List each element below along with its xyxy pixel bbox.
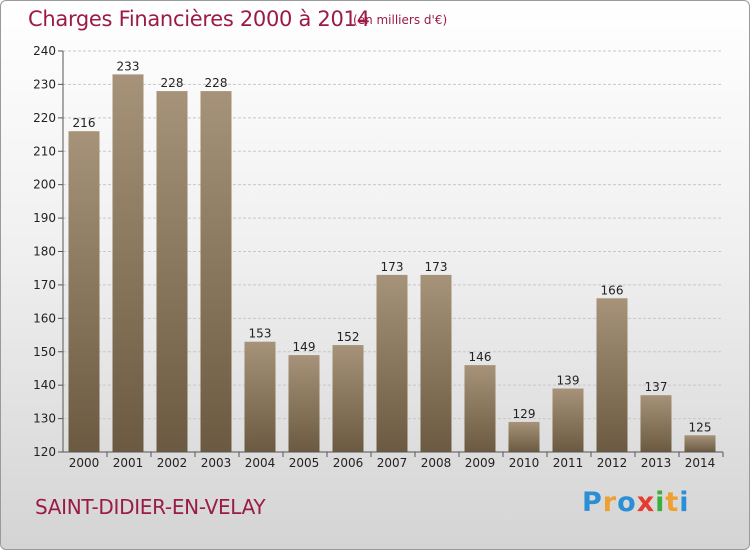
proxiti-logo: Proxiti: [582, 487, 690, 518]
logo-letter: i: [655, 487, 666, 518]
data-label: 139: [557, 374, 580, 388]
bar: [112, 74, 144, 453]
x-tick-label: 2012: [597, 456, 628, 470]
y-tick-label: 130: [33, 412, 56, 426]
x-tick-label: 2006: [333, 456, 364, 470]
bar: [156, 91, 188, 452]
bar: [508, 421, 540, 452]
bar: [376, 274, 408, 452]
chart-title: Charges Financières 2000 à 2014: [28, 7, 370, 31]
x-tick-label: 2005: [289, 456, 320, 470]
y-tick-label: 210: [33, 144, 56, 158]
y-tick-label: 180: [33, 245, 56, 259]
x-tick-label: 2009: [465, 456, 496, 470]
bar: [332, 345, 364, 452]
data-label: 125: [689, 420, 712, 434]
bar: [552, 388, 584, 452]
data-label: 166: [601, 283, 624, 297]
data-label: 228: [161, 76, 184, 90]
logo-letter: P: [582, 487, 603, 518]
y-tick-label: 230: [33, 77, 56, 91]
bar: [244, 341, 276, 452]
y-tick-label: 120: [33, 445, 56, 459]
x-tick-label: 2010: [509, 456, 540, 470]
bars: [68, 74, 716, 453]
city-name: SAINT-DIDIER-EN-VELAY: [35, 495, 266, 519]
y-tick-label: 240: [33, 44, 56, 58]
x-tick-label: 2002: [157, 456, 188, 470]
x-tick-label: 2007: [377, 456, 408, 470]
bar: [684, 435, 716, 452]
bar: [640, 395, 672, 452]
bar: [464, 365, 496, 452]
data-label: 146: [469, 350, 492, 364]
x-tick-labels: 2000 2001 2002 2003 2004 2005 2006 2007 2008 2009…: [69, 456, 716, 470]
x-tick-label: 2011: [553, 456, 584, 470]
data-label: 216: [73, 116, 96, 130]
logo-letter: t: [665, 487, 680, 518]
data-label: 153: [249, 327, 272, 341]
data-label: 233: [117, 59, 140, 73]
y-tick-labels: 120 130 140 150 160 170 180 190 200 210 220 230 240: [33, 44, 56, 459]
bar: [420, 274, 452, 452]
y-tick-label: 220: [33, 111, 56, 125]
y-tick-label: 160: [33, 311, 56, 325]
chart-subtitle: (en milliers d'€): [353, 13, 448, 27]
data-label: 137: [645, 380, 668, 394]
x-tick-label: 2000: [69, 456, 100, 470]
data-label: 173: [425, 260, 448, 274]
logo-letter: r: [602, 487, 618, 518]
data-labels: 216 233 228 228 153 149 152 173 173 146 129 139 166 1…: [73, 59, 712, 434]
axes: [62, 51, 724, 457]
bar: [288, 355, 320, 452]
y-tick-label: 200: [33, 178, 56, 192]
x-tick-label: 2004: [245, 456, 276, 470]
x-tick-label: 2008: [421, 456, 452, 470]
x-tick-label: 2013: [641, 456, 672, 470]
bar: [68, 131, 100, 452]
logo-letter: x: [636, 487, 656, 518]
logo-letter: o: [617, 487, 637, 518]
y-tick-label: 140: [33, 378, 56, 392]
data-label: 129: [513, 407, 536, 421]
x-tick-label: 2014: [685, 456, 716, 470]
x-tick-label: 2003: [201, 456, 232, 470]
data-label: 149: [293, 340, 316, 354]
data-label: 173: [381, 260, 404, 274]
x-tick-label: 2001: [113, 456, 144, 470]
logo-letter: i: [679, 487, 690, 518]
y-tick-label: 190: [33, 211, 56, 225]
y-tick-label: 170: [33, 278, 56, 292]
bar: [200, 91, 232, 452]
data-label: 152: [337, 330, 360, 344]
bar: [596, 298, 628, 452]
data-label: 228: [205, 76, 228, 90]
y-tick-label: 150: [33, 345, 56, 359]
